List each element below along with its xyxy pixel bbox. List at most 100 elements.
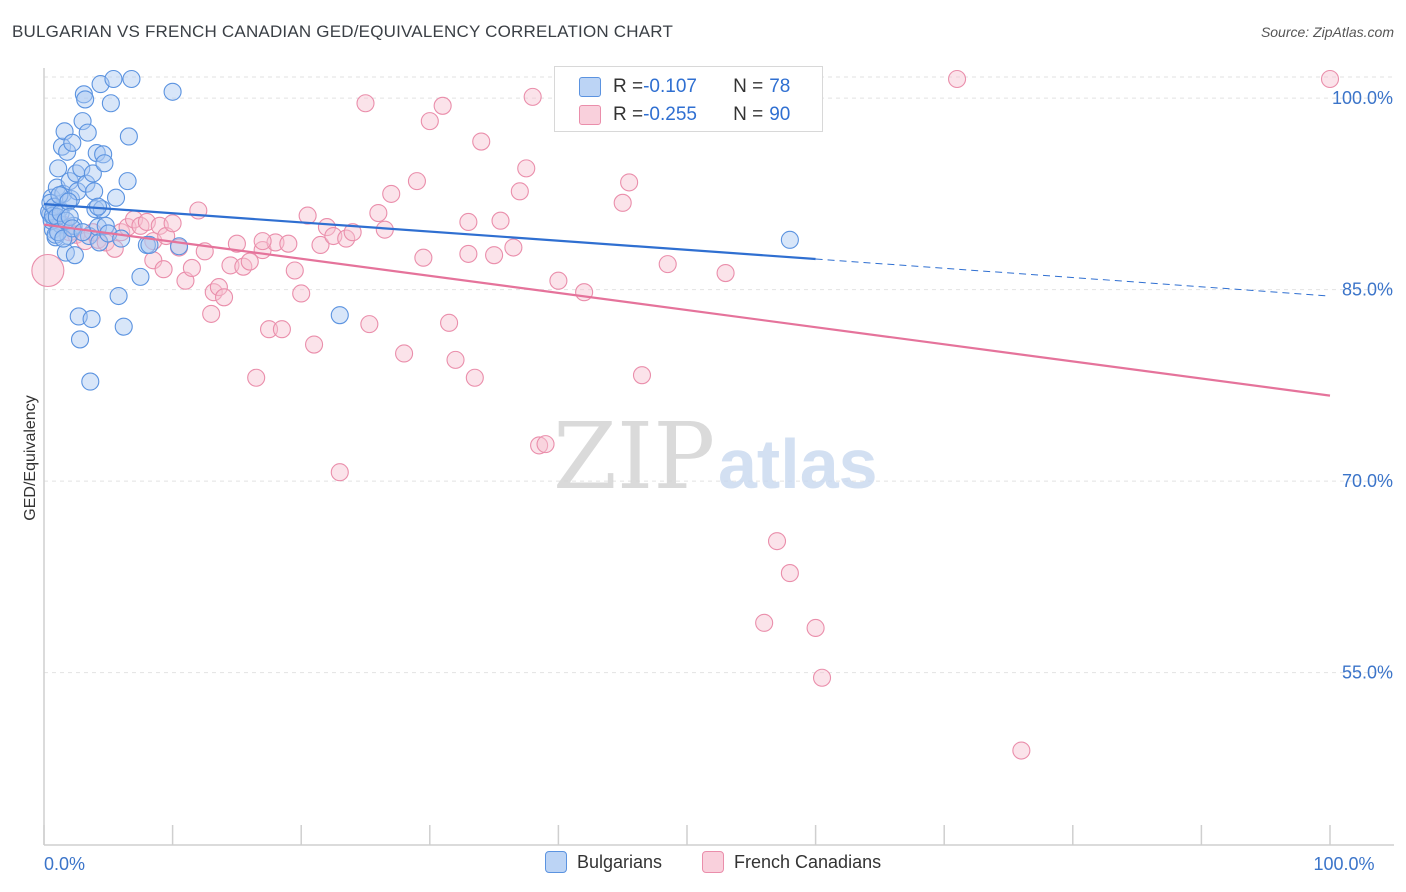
r-label: R = xyxy=(613,104,644,125)
data-point-french-canadians xyxy=(812,668,832,687)
data-point-french-canadians xyxy=(1320,69,1340,89)
stats-legend: R = -0.107 N = 78 R = -0.255 N = 90 xyxy=(554,66,823,132)
trend-line-french-canadians xyxy=(43,223,1331,397)
data-point-french-canadians xyxy=(613,193,632,212)
watermark: ZIP atlas xyxy=(553,403,878,510)
data-point-french-canadians xyxy=(247,368,266,387)
data-point-bulgarians xyxy=(109,286,128,306)
n-value: 78 xyxy=(769,76,791,97)
trend-line-bulgarians xyxy=(43,203,816,261)
data-point-french-canadians xyxy=(658,255,677,274)
data-point-bulgarians xyxy=(58,142,77,161)
legend-label: French Canadians xyxy=(734,851,882,872)
source-label: Source: ZipAtlas.com xyxy=(1260,24,1394,40)
data-point-bulgarians xyxy=(330,306,349,325)
data-point-bulgarians xyxy=(61,189,81,209)
data-point-bulgarians xyxy=(52,137,72,156)
data-point-french-canadians xyxy=(105,239,124,258)
data-point-bulgarians xyxy=(77,174,96,193)
data-point-bulgarians xyxy=(95,154,114,173)
data-point-french-canadians xyxy=(530,436,549,455)
data-point-bulgarians xyxy=(82,309,101,329)
r-label: R = xyxy=(613,76,644,97)
data-point-french-canadians xyxy=(420,112,439,131)
data-point-french-canadians xyxy=(395,344,414,363)
data-point-french-canadians xyxy=(285,261,304,280)
french-canadians-swatch xyxy=(702,851,724,873)
n-value: 90 xyxy=(769,104,791,125)
data-point-french-canadians xyxy=(369,204,388,223)
r-value: -0.255 xyxy=(643,104,697,125)
gridlines xyxy=(44,76,1394,674)
data-point-french-canadians xyxy=(272,320,291,339)
data-point-french-canadians xyxy=(356,94,375,113)
data-point-french-canadians xyxy=(221,256,240,275)
data-point-bulgarians xyxy=(63,133,82,152)
data-point-french-canadians xyxy=(620,173,639,192)
data-point-french-canadians xyxy=(292,284,311,303)
legend-label: Bulgarians xyxy=(577,851,663,872)
data-point-french-canadians xyxy=(716,264,735,283)
data-point-french-canadians xyxy=(491,211,510,230)
stats-row-bulgarians: R = -0.107 N = 78 xyxy=(579,73,790,101)
tick-labels: 100.0% 85.0% 70.0% 55.0% 0.0% 100.0% xyxy=(44,88,1393,874)
data-point-bulgarians xyxy=(65,246,84,265)
data-point-french-canadians xyxy=(31,253,65,288)
data-point-french-canadians xyxy=(202,304,221,323)
data-point-french-canadians xyxy=(214,288,234,307)
data-point-bulgarians xyxy=(60,207,79,226)
n-label: N = xyxy=(733,104,764,125)
data-point-french-canadians xyxy=(305,335,324,354)
data-point-bulgarians xyxy=(118,172,137,191)
data-point-bulgarians xyxy=(85,182,104,201)
data-point-french-canadians xyxy=(536,435,555,454)
data-point-french-canadians xyxy=(504,238,523,257)
r-value: -0.107 xyxy=(643,76,697,97)
legend-item-french-canadians[interactable]: French Canadians xyxy=(702,851,881,873)
series-bulgarians xyxy=(40,69,799,391)
data-point-french-canadians xyxy=(204,283,223,302)
data-point-french-canadians xyxy=(1012,741,1031,760)
chart-title: BULGARIAN VS FRENCH CANADIAN GED/EQUIVAL… xyxy=(12,22,674,41)
y-tick-label: 70.0% xyxy=(1342,471,1393,491)
data-point-french-canadians xyxy=(755,613,774,632)
data-point-french-canadians xyxy=(259,320,279,339)
data-point-bulgarians xyxy=(114,317,133,336)
data-point-french-canadians xyxy=(298,206,317,225)
bulgarians-swatch xyxy=(579,77,601,97)
series-legend: Bulgarians French Canadians xyxy=(0,851,1406,879)
y-axis-label: GED/Equivalency xyxy=(22,395,39,520)
data-point-bulgarians xyxy=(87,143,106,163)
data-point-bulgarians xyxy=(101,94,120,113)
data-point-bulgarians xyxy=(131,267,150,286)
data-point-french-canadians xyxy=(485,246,504,265)
data-point-bulgarians xyxy=(50,186,69,205)
data-point-french-canadians xyxy=(182,258,201,277)
data-point-french-canadians xyxy=(279,234,298,253)
french-canadians-swatch xyxy=(579,105,601,125)
data-point-bulgarians xyxy=(119,127,138,146)
bulgarians-swatch xyxy=(545,851,567,873)
stats-row-french-canadians: R = -0.255 N = 90 xyxy=(579,101,790,129)
data-point-french-canadians xyxy=(343,223,362,242)
data-point-french-canadians xyxy=(253,232,272,251)
data-point-french-canadians xyxy=(407,172,426,191)
data-point-french-canadians xyxy=(240,252,259,271)
data-point-french-canadians xyxy=(459,212,478,232)
data-point-french-canadians xyxy=(472,132,491,151)
data-point-french-canadians xyxy=(523,87,542,106)
data-point-french-canadians xyxy=(154,260,173,279)
data-point-bulgarians xyxy=(83,164,102,183)
data-point-french-canadians xyxy=(163,214,182,233)
watermark-zip: ZIP xyxy=(553,403,715,510)
data-point-bulgarians xyxy=(122,69,141,89)
data-point-bulgarians xyxy=(73,223,92,242)
watermark-atlas: atlas xyxy=(718,425,878,503)
data-point-french-canadians xyxy=(549,271,568,290)
data-point-french-canadians xyxy=(227,234,246,253)
legend-item-bulgarians[interactable]: Bulgarians xyxy=(545,851,662,873)
data-point-bulgarians xyxy=(73,112,92,131)
data-point-french-canadians xyxy=(209,278,228,297)
data-point-french-canadians xyxy=(465,368,484,387)
